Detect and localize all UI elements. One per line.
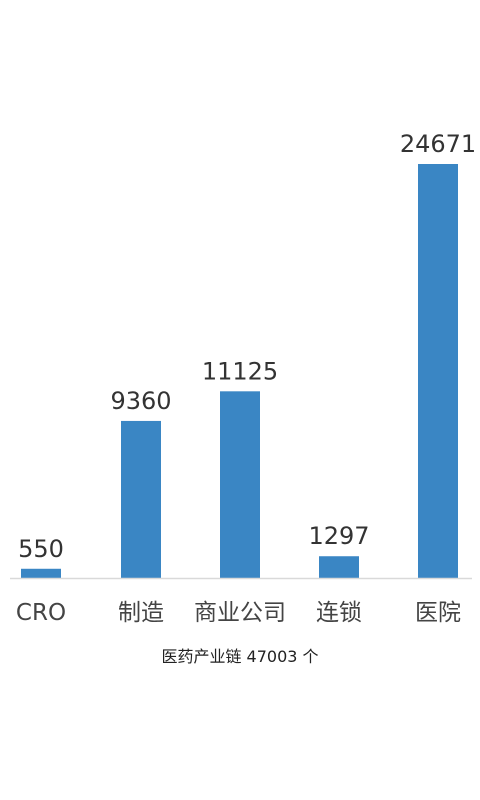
bar-1 <box>121 421 161 578</box>
category-label-0: CRO <box>16 600 66 626</box>
category-label-2: 商业公司 <box>194 600 286 626</box>
category-label-4: 医院 <box>415 600 461 626</box>
value-label-3: 1297 <box>308 522 369 550</box>
bar-4 <box>418 164 458 578</box>
value-label-0: 550 <box>18 535 64 563</box>
bar-3 <box>319 556 359 578</box>
value-label-4: 24671 <box>400 130 476 158</box>
category-label-3: 连锁 <box>316 600 362 626</box>
value-label-2: 11125 <box>202 357 278 385</box>
category-labels-group: CRO 制造 商业公司 连锁 医院 <box>16 600 461 626</box>
chart-caption: 医药产业链 47003 个 <box>0 643 480 667</box>
category-label-1: 制造 <box>118 600 164 626</box>
bar-0 <box>21 569 61 578</box>
bar-2 <box>220 391 260 578</box>
value-label-1: 9360 <box>110 387 171 415</box>
